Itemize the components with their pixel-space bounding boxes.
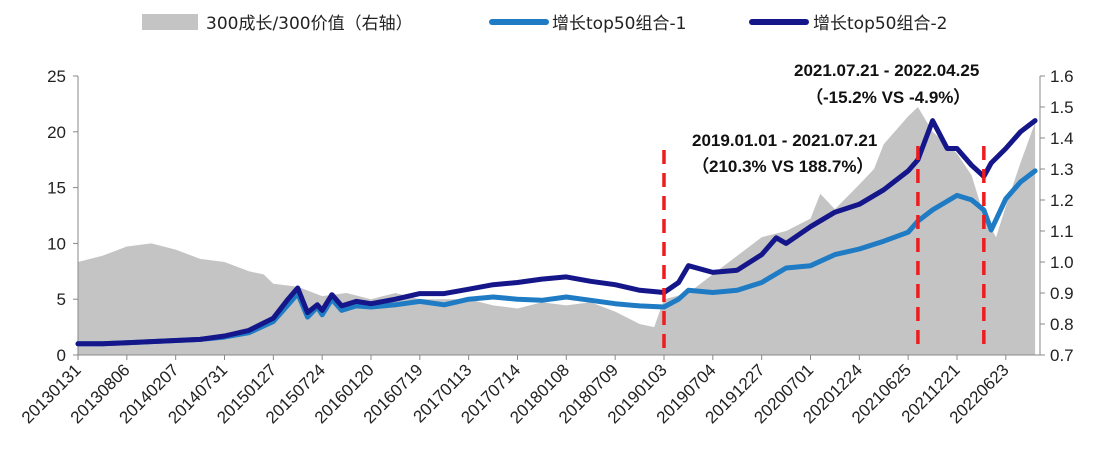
y-left-tick-label: 5 (57, 290, 66, 309)
annotation-2: 2021.07.21 - 2022.04.25 （-15.2% VS -4.9%… (794, 61, 979, 107)
y-right-tick-label: 1.0 (1050, 253, 1074, 272)
y-right-tick-label: 0.8 (1050, 315, 1074, 334)
line-series-2 (75, 118, 1038, 347)
legend-label-series2: 增长top50组合-2 (813, 14, 947, 34)
y-right-tick-label: 1.3 (1050, 160, 1074, 179)
annotation-1-dates: 2019.01.01 - 2021.07.21 (692, 131, 877, 150)
area-layer (78, 107, 1036, 355)
y-left-tick-label: 25 (47, 67, 66, 86)
annotation-2-dates: 2021.07.21 - 2022.04.25 (794, 61, 979, 80)
y-right-tick-label: 1.4 (1050, 129, 1074, 148)
annotation-1: 2019.01.01 - 2021.07.21 （210.3% VS 188.7… (692, 131, 877, 176)
legend-label-series1: 增长top50组合-1 (552, 14, 686, 34)
y-left-tick-label: 15 (47, 179, 66, 198)
y-left-tick-label: 20 (47, 123, 66, 142)
y-left-tick-label: 10 (47, 234, 66, 253)
legend: 300成长/300价值（右轴） 增长top50组合-1 增长top50组合-2 (142, 14, 947, 34)
y-right-tick-label: 1.5 (1050, 98, 1074, 117)
area-series-ratio (78, 107, 1036, 355)
axes-layer (77, 76, 1041, 356)
y-right-tick-label: 1.1 (1050, 222, 1074, 241)
y-right-tick-label: 0.9 (1050, 284, 1074, 303)
y-right-tick-label: 0.7 (1050, 346, 1074, 365)
y-left-tick-label: 0 (57, 346, 66, 365)
annotation-2-returns: （-15.2% VS -4.9%） (806, 87, 970, 107)
y-right-tick-label: 1.6 (1050, 67, 1074, 86)
legend-label-area: 300成长/300价值（右轴） (206, 14, 413, 34)
y-right-tick-label: 1.2 (1050, 191, 1074, 210)
legend-swatch-area (142, 14, 198, 30)
marker-layer (662, 146, 986, 353)
annotation-1-returns: （210.3% VS 188.7%） (692, 156, 873, 176)
